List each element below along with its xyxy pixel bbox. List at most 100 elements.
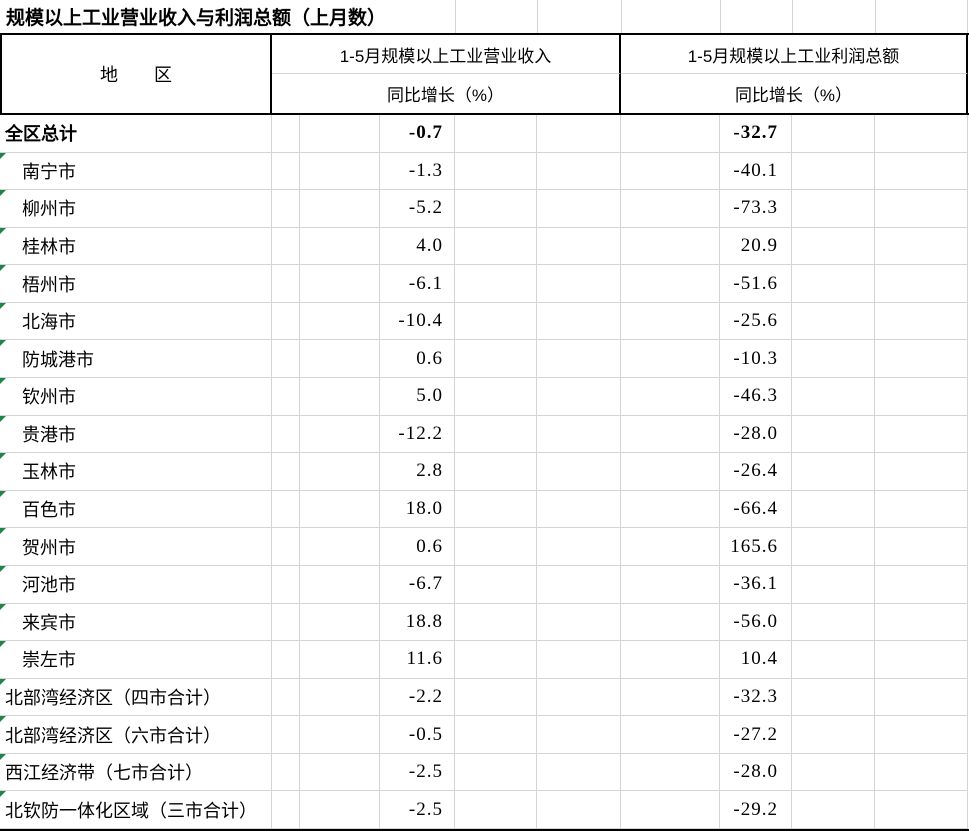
revenue-growth-cell[interactable]: -0.5 [380, 716, 455, 754]
profit-growth-cell[interactable]: -56.0 [720, 603, 792, 642]
empty-cell[interactable] [300, 716, 380, 754]
empty-cell[interactable] [792, 190, 875, 228]
empty-cell[interactable] [537, 753, 621, 792]
empty-cell[interactable] [300, 753, 380, 792]
empty-cell[interactable] [792, 453, 875, 491]
empty-cell[interactable] [621, 415, 720, 454]
revenue-growth-cell[interactable]: -1.3 [380, 152, 455, 191]
empty-cell[interactable] [455, 678, 537, 717]
empty-cell[interactable] [537, 678, 621, 717]
empty-cell[interactable] [455, 716, 537, 754]
revenue-growth-cell[interactable]: -2.5 [380, 753, 455, 792]
region-cell[interactable]: 北钦防一体化区域（三市合计） [0, 791, 272, 829]
profit-growth-cell[interactable]: -25.6 [720, 302, 792, 341]
empty-cell[interactable] [621, 378, 720, 416]
empty-cell[interactable] [537, 265, 621, 303]
empty-cell[interactable] [300, 190, 380, 228]
empty-cell[interactable] [537, 190, 621, 228]
region-cell[interactable]: 玉林市 [0, 453, 272, 491]
revenue-growth-cell[interactable]: -2.5 [380, 791, 455, 829]
revenue-growth-cell[interactable]: 18.0 [380, 490, 455, 529]
empty-cell[interactable] [455, 152, 537, 191]
revenue-growth-cell[interactable]: 5.0 [380, 378, 455, 416]
revenue-growth-cell[interactable]: -0.7 [380, 115, 455, 153]
empty-cell[interactable] [272, 791, 300, 829]
empty-cell[interactable] [537, 641, 621, 679]
profit-growth-cell[interactable]: 10.4 [720, 641, 792, 679]
empty-cell[interactable] [792, 340, 875, 379]
revenue-growth-cell[interactable]: 0.6 [380, 528, 455, 566]
empty-cell[interactable] [875, 340, 968, 379]
empty-cell[interactable] [621, 565, 720, 604]
empty-cell[interactable] [537, 791, 621, 829]
empty-cell[interactable] [875, 565, 968, 604]
profit-subheader-cell[interactable]: 同比增长（%） [621, 74, 968, 113]
empty-cell[interactable] [621, 152, 720, 191]
empty-cell[interactable] [537, 490, 621, 529]
empty-cell[interactable] [792, 0, 875, 33]
empty-cell[interactable] [300, 152, 380, 191]
empty-cell[interactable] [300, 378, 380, 416]
profit-growth-cell[interactable]: -32.3 [720, 678, 792, 717]
empty-cell[interactable] [455, 265, 537, 303]
profit-growth-cell[interactable]: -32.7 [720, 115, 792, 153]
empty-cell[interactable] [792, 716, 875, 754]
empty-cell[interactable] [300, 227, 380, 266]
empty-cell[interactable] [455, 753, 537, 792]
empty-cell[interactable] [621, 753, 720, 792]
revenue-growth-cell[interactable]: -6.7 [380, 565, 455, 604]
empty-cell[interactable] [272, 490, 300, 529]
revenue-growth-cell[interactable]: 2.8 [380, 453, 455, 491]
empty-cell[interactable] [792, 302, 875, 341]
empty-cell[interactable] [792, 528, 875, 566]
empty-cell[interactable] [537, 152, 621, 191]
empty-cell[interactable] [272, 415, 300, 454]
revenue-growth-cell[interactable]: 11.6 [380, 641, 455, 679]
region-cell[interactable]: 贺州市 [0, 528, 272, 566]
empty-cell[interactable] [537, 378, 621, 416]
empty-cell[interactable] [537, 565, 621, 604]
empty-cell[interactable] [875, 302, 968, 341]
profit-growth-cell[interactable]: -27.2 [720, 716, 792, 754]
region-cell[interactable]: 北部湾经济区（六市合计） [0, 716, 272, 754]
empty-cell[interactable] [272, 302, 300, 341]
empty-cell[interactable] [875, 753, 968, 792]
empty-cell[interactable] [537, 528, 621, 566]
region-cell[interactable]: 北部湾经济区（四市合计） [0, 678, 272, 717]
region-cell[interactable]: 桂林市 [0, 227, 272, 266]
region-cell[interactable]: 全区总计 [0, 115, 272, 153]
empty-cell[interactable] [300, 415, 380, 454]
empty-cell[interactable] [455, 453, 537, 491]
empty-cell[interactable] [272, 265, 300, 303]
revenue-growth-cell[interactable]: 0.6 [380, 340, 455, 379]
profit-growth-cell[interactable]: -29.2 [720, 791, 792, 829]
revenue-group-header-cell[interactable]: 1-5月规模以上工业营业收入 [272, 35, 621, 74]
region-header-cell[interactable]: 地 区 [0, 35, 272, 113]
empty-cell[interactable] [875, 528, 968, 566]
empty-cell[interactable] [272, 565, 300, 604]
empty-cell[interactable] [300, 340, 380, 379]
empty-cell[interactable] [621, 190, 720, 228]
empty-cell[interactable] [455, 415, 537, 454]
empty-cell[interactable] [792, 641, 875, 679]
revenue-growth-cell[interactable]: -5.2 [380, 190, 455, 228]
empty-cell[interactable] [455, 0, 537, 33]
empty-cell[interactable] [272, 603, 300, 642]
empty-cell[interactable] [272, 340, 300, 379]
empty-cell[interactable] [792, 565, 875, 604]
empty-cell[interactable] [621, 265, 720, 303]
empty-cell[interactable] [455, 378, 537, 416]
empty-cell[interactable] [272, 753, 300, 792]
empty-cell[interactable] [300, 115, 380, 153]
empty-cell[interactable] [455, 641, 537, 679]
empty-cell[interactable] [455, 565, 537, 604]
empty-cell[interactable] [272, 152, 300, 191]
region-cell[interactable]: 百色市 [0, 490, 272, 529]
profit-growth-cell[interactable]: -40.1 [720, 152, 792, 191]
empty-cell[interactable] [621, 0, 720, 33]
empty-cell[interactable] [621, 453, 720, 491]
empty-cell[interactable] [621, 716, 720, 754]
empty-cell[interactable] [621, 603, 720, 642]
empty-cell[interactable] [621, 678, 720, 717]
empty-cell[interactable] [537, 415, 621, 454]
